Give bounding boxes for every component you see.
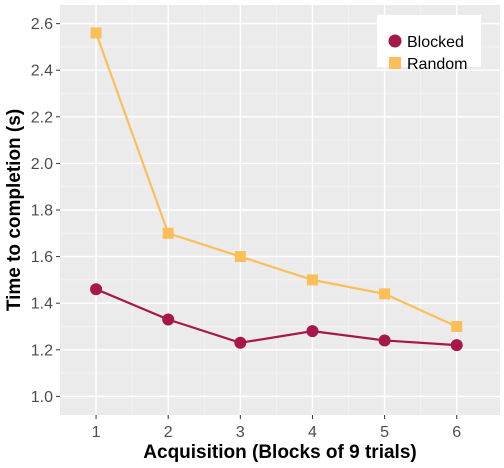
- data-point-blocked: [450, 339, 463, 352]
- x-tick-label: 3: [236, 424, 245, 441]
- x-tick-label: 5: [380, 424, 389, 441]
- data-point-blocked: [90, 283, 103, 296]
- legend-label-blocked: Blocked: [407, 34, 464, 51]
- y-tick-label: 2.4: [31, 63, 53, 80]
- legend-label-random: Random: [407, 56, 467, 73]
- y-tick-label: 1.2: [31, 342, 53, 359]
- data-point-blocked: [378, 334, 391, 347]
- series-layer: [90, 27, 463, 352]
- y-axis-title: Time to completion (s): [4, 109, 25, 311]
- legend-key-random: [389, 57, 401, 69]
- data-point-blocked: [162, 313, 175, 326]
- series-line-random: [95, 32, 458, 328]
- major-gridlines: [60, 5, 500, 415]
- data-point-blocked: [306, 325, 319, 338]
- y-tick-label: 1.0: [31, 389, 53, 406]
- data-point-random: [451, 320, 463, 332]
- data-point-random: [162, 227, 174, 239]
- x-axis-title: Acquisition (Blocks of 9 trials): [143, 442, 416, 463]
- data-point-random: [90, 27, 102, 39]
- legend-key-blocked: [388, 34, 402, 48]
- x-tick-label: 6: [452, 424, 461, 441]
- y-tick-label: 1.8: [31, 203, 53, 220]
- y-tick-label: 2.0: [31, 156, 53, 173]
- data-point-random: [234, 251, 246, 263]
- data-point-random: [306, 274, 318, 286]
- y-axis: 1.0 1.2 1.4 1.6 1.8 2.0 2.2 2.4 2.6: [31, 16, 60, 406]
- x-tick-label: 4: [308, 424, 317, 441]
- x-tick-label: 2: [164, 424, 173, 441]
- y-tick-label: 1.4: [31, 296, 53, 313]
- y-tick-label: 1.6: [31, 249, 53, 266]
- x-tick-label: 1: [92, 424, 101, 441]
- y-tick-label: 2.6: [31, 16, 53, 33]
- y-tick-label: 2.2: [31, 109, 53, 126]
- legend: Blocked Random: [377, 15, 481, 73]
- data-point-blocked: [234, 336, 247, 349]
- series-line-blocked: [95, 288, 457, 347]
- data-point-random: [379, 288, 391, 300]
- x-axis: 1 2 3 4 5 6: [92, 415, 461, 441]
